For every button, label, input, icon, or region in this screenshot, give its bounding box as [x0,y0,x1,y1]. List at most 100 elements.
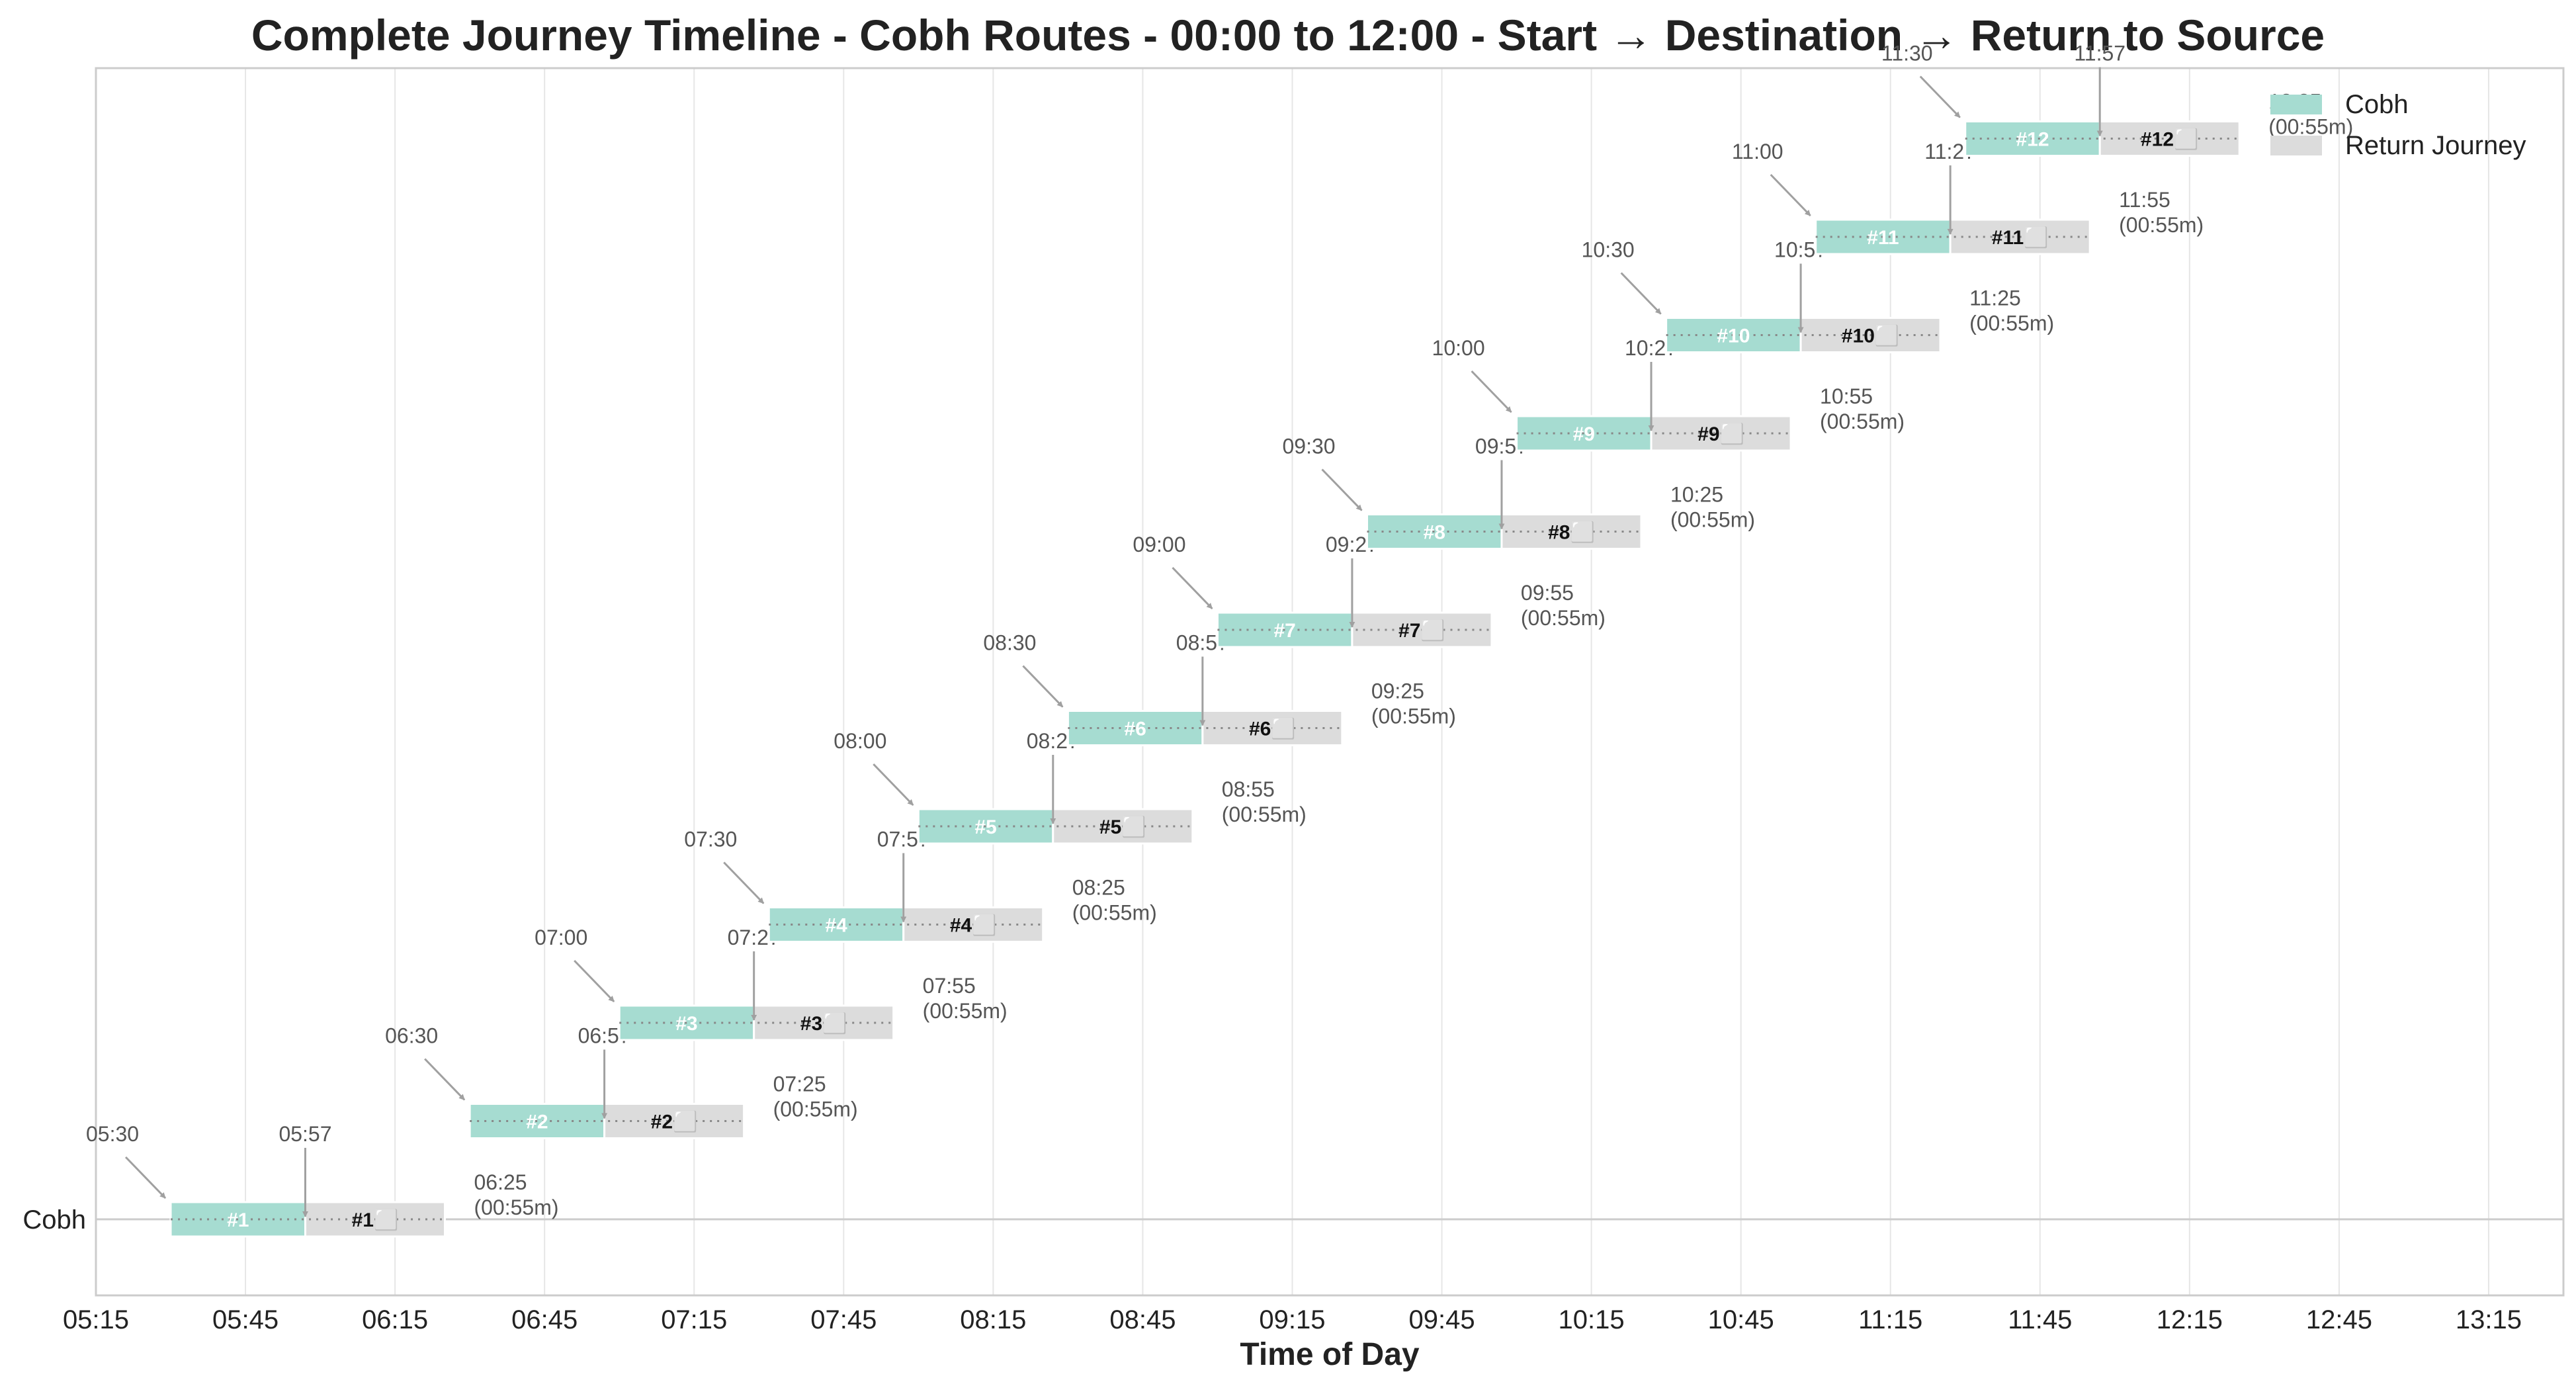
start-arrow [1770,173,1811,217]
start-time-annotation: 07:30 [684,828,737,851]
x-tick-label: 09:15 [1259,1305,1325,1334]
trip-label: #10 [1717,325,1750,347]
start-arrow [1022,665,1064,708]
return-bar [1949,218,2091,255]
start-arrow [723,861,765,904]
trip-label: #5 [974,816,996,838]
duration-annotation: (00:55m) [1820,410,1905,433]
start-time-annotation: 09:00 [1133,533,1185,556]
start-arrow [1471,370,1512,413]
x-tick-label: 06:15 [362,1305,428,1334]
x-tick-label: 11:15 [1858,1305,1922,1334]
start-arrow [124,1156,167,1199]
end-time-annotation: 11:55 [2119,188,2170,212]
return-trip-label: #4⬜ [950,914,997,937]
y-category-label: Cobh [22,1205,86,1235]
trip-label: #2 [526,1111,548,1133]
arrival-time-annotation: 11:57 [2074,42,2125,65]
return-trip-label: #10⬜ [1842,324,1899,347]
x-tick-label: 11:45 [2008,1305,2072,1334]
start-time-annotation: 08:00 [834,729,886,753]
start-arrow [1919,75,1961,118]
legend-swatch [2270,136,2322,155]
end-time-annotation: 08:25 [1072,876,1125,900]
duration-annotation: (00:55m) [1521,606,1606,630]
return-trip-label: #2⬜ [651,1110,698,1133]
return-trip-label: #3⬜ [800,1012,847,1035]
x-tick-label: 10:15 [1559,1305,1625,1334]
x-tick-label: 13:15 [2456,1305,2522,1334]
x-tick-label: 10:45 [1708,1305,1774,1334]
return-trip-label: #1⬜ [352,1208,399,1231]
duration-annotation: (00:55m) [1371,705,1456,728]
duration-annotation: (00:55m) [1670,508,1755,532]
start-arrow [1620,272,1662,315]
start-time-annotation: 11:30 [1881,42,1933,65]
start-arrow [1172,566,1213,610]
trip-label: #3 [675,1013,697,1035]
trip-label: #1 [227,1209,249,1231]
start-time-annotation: 09:30 [1282,435,1335,458]
return-trip-label: #5⬜ [1099,815,1146,838]
end-time-annotation: 09:55 [1521,581,1574,605]
x-tick-label: 12:45 [2306,1305,2372,1334]
start-time-annotation: 10:00 [1432,336,1485,360]
trip-label: #9 [1573,423,1595,445]
trip-label: #7 [1273,620,1295,642]
start-arrow [574,959,615,1003]
duration-annotation: (00:55m) [773,1098,858,1121]
start-arrow [1321,468,1363,511]
trip-label: #11 [1867,227,1899,249]
x-tick-label: 09:45 [1408,1305,1475,1334]
duration-annotation: (00:55m) [923,999,1008,1023]
start-time-annotation: 08:30 [983,631,1036,655]
x-tick-label: 07:15 [661,1305,727,1334]
arrival-time-annotation: 05:57 [279,1122,331,1146]
chart-title: Complete Journey Timeline - Cobh Routes … [251,11,2325,60]
duration-annotation: (00:55m) [2268,115,2353,139]
end-time-annotation: 06:25 [474,1170,527,1194]
legend-label: Cobh [2345,90,2409,119]
legend-swatch [2270,95,2322,114]
duration-annotation: (00:55m) [1969,312,2054,335]
x-tick-label: 06:45 [511,1305,578,1334]
x-tick-label: 08:45 [1109,1305,1176,1334]
return-trip-label: #6⬜ [1249,717,1296,740]
x-tick-label: 07:45 [810,1305,877,1334]
x-tick-label: 08:15 [960,1305,1026,1334]
return-trip-label: #11⬜ [1992,226,2049,249]
end-time-annotation: 07:55 [923,974,976,998]
grid-lines [95,68,2489,1295]
start-arrow [873,763,914,806]
start-time-annotation: 06:30 [385,1024,438,1048]
x-axis-ticks: 05:15 05:45 06:15 06:45 07:15 07:45 08:15 08:45… [63,1305,2522,1334]
end-time-annotation: 07:25 [773,1072,826,1096]
x-tick-label: 05:45 [212,1305,279,1334]
return-trip-label: #9⬜ [1697,422,1744,445]
x-axis-label: Time of Day [1240,1337,1420,1372]
trip-label: #4 [825,915,847,937]
end-time-annotation: 10:25 [1670,483,1723,507]
end-time-annotation: 09:25 [1371,679,1424,703]
start-time-annotation: 11:00 [1732,140,1783,163]
x-tick-label: 12:15 [2157,1305,2223,1334]
duration-annotation: (00:55m) [1222,802,1307,826]
trip-label: #6 [1124,718,1146,740]
end-time-annotation: 10:55 [1820,384,1873,408]
plot-area [95,67,2565,1297]
end-time-annotation: 11:25 [1969,286,2021,310]
legend-label: Return Journey [2345,131,2526,160]
trip-label: #12 [2016,129,2049,151]
trip-label: #8 [1424,522,1445,544]
x-tick-label: 05:15 [63,1305,129,1334]
end-time-annotation: 08:55 [1222,777,1275,801]
duration-annotation: (00:55m) [1072,901,1157,925]
return-trip-label: #12⬜ [2141,128,2198,151]
return-trip-label: #8⬜ [1548,521,1595,544]
start-time-annotation: 07:00 [535,926,587,949]
duration-annotation: (00:55m) [474,1195,558,1219]
start-arrow [424,1058,466,1101]
duration-annotation: (00:55m) [2119,213,2204,237]
